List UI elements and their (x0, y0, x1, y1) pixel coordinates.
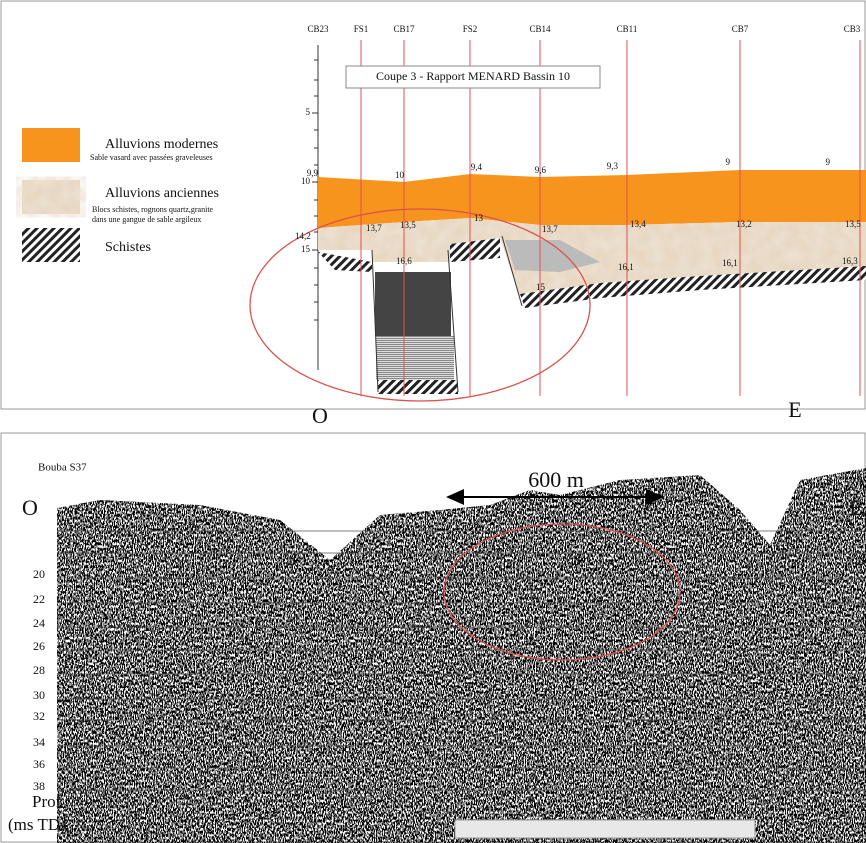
borehole-label: FS2 (463, 24, 478, 34)
legend-label: Alluvions modernes (105, 137, 218, 152)
depth-value: 14,2 (295, 231, 311, 241)
borehole-label: CB3 (844, 24, 861, 34)
depth-value: 16,1 (618, 262, 634, 272)
depth-value: 13,5 (400, 220, 416, 230)
west-label: O (312, 403, 328, 428)
depth-value: 13 (474, 213, 484, 223)
depth-value: 13,5 (845, 219, 861, 229)
depth-value: 16,6 (396, 256, 412, 266)
borehole-label: CB23 (307, 24, 329, 34)
east-label: E (849, 495, 862, 520)
depth-tick-label: 28 (33, 663, 45, 677)
depth-tick-label: 20 (33, 567, 45, 581)
depth-value: 16,3 (842, 256, 858, 266)
depth-tick-label: 26 (33, 639, 45, 653)
depth-tick-label: 30 (33, 688, 45, 702)
figure: Coupe 3 - Rapport MENARD Bassin 10 O E A… (0, 0, 866, 843)
borehole-label: CB17 (393, 24, 415, 34)
legend-label: Alluvions anciennes (105, 186, 219, 201)
depth-tick-label: 5 (306, 107, 311, 117)
depth-value: 9 (826, 157, 831, 167)
depth-tick-label: 15 (301, 244, 311, 254)
depth-value: 13,7 (366, 223, 382, 233)
depth-value: 13,2 (736, 219, 752, 229)
depth-value: 9,4 (471, 162, 483, 172)
seismic-title: Bouba S37 (38, 462, 87, 474)
axis-label: Prof (32, 792, 62, 811)
legend-swatch (22, 228, 80, 262)
depth-tick-label: 36 (33, 757, 45, 771)
legend-label: Schistes (105, 240, 151, 255)
depth-tick-label: 32 (33, 709, 45, 723)
depth-value: 9 (726, 157, 731, 167)
borehole-label: CB14 (529, 24, 551, 34)
depth-tick-label: 22 (33, 592, 45, 606)
axis-label: (ms TD) (8, 815, 66, 834)
depth-value: 16,1 (722, 258, 738, 268)
depth-value: 9,3 (607, 161, 619, 171)
legend-swatch (22, 128, 80, 162)
borehole-label: CB11 (617, 24, 638, 34)
depth-tick-label: 24 (33, 616, 45, 630)
viewer-toolbar (455, 820, 755, 838)
depth-value: 13,7 (542, 224, 558, 234)
depth-tick-label: 38 (33, 779, 45, 793)
legend-description: dans une gangue de sable argileux (92, 215, 201, 224)
depth-value: 10 (395, 170, 405, 180)
depth-value: 13,4 (630, 219, 646, 229)
scale-label: 600 m (528, 467, 584, 492)
depth-tick-label: 34 (33, 735, 45, 749)
west-label: O (22, 495, 38, 520)
east-label: E (788, 397, 801, 422)
schist (378, 380, 458, 394)
legend-swatch-texture (22, 180, 80, 214)
graben-fill (375, 272, 451, 336)
depth-value: 15 (536, 282, 546, 292)
legend-description: Sable vasard avec passées graveleuses (90, 153, 213, 162)
depth-value: 9,9 (307, 168, 319, 178)
section-title: Coupe 3 - Rapport MENARD Bassin 10 (376, 69, 570, 83)
legend-description: Blocs schistes, rognons quartz,granite (92, 205, 214, 214)
graben-fill (376, 336, 454, 380)
seismic-reflections (57, 460, 866, 843)
borehole-label: FS1 (354, 24, 369, 34)
borehole-label: CB7 (732, 24, 749, 34)
depth-value: 9,6 (535, 165, 547, 175)
